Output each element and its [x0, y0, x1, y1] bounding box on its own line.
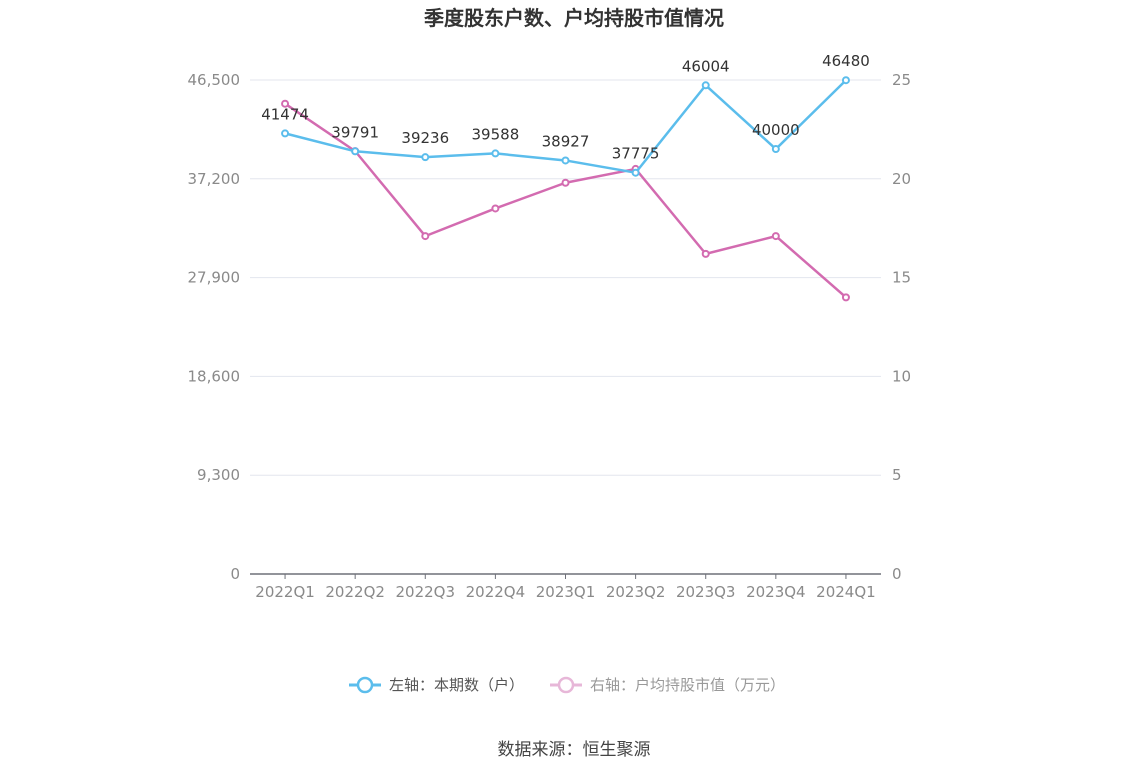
right-axis-ticks: 0 5 10 15 20 25 — [892, 71, 911, 583]
data-point — [421, 232, 430, 241]
data-label: 39236 — [401, 129, 449, 147]
data-point — [771, 145, 780, 154]
data-point — [281, 99, 290, 108]
left-tick-label: 0 — [230, 565, 240, 583]
data-point — [701, 81, 710, 90]
legend: 左轴：本期数（户） 右轴：户均持股市值（万元） — [349, 676, 785, 694]
data-source-note: 数据来源：恒生聚源 — [498, 740, 651, 760]
data-label: 39588 — [472, 125, 520, 143]
x-axis: 2022Q1 2022Q2 2022Q3 2022Q4 2023Q1 2023Q2 2023… — [250, 573, 881, 601]
data-point — [701, 249, 710, 258]
legend-swatch-marker — [557, 676, 575, 694]
left-tick-label: 37,200 — [188, 170, 241, 188]
right-tick-label: 20 — [892, 170, 911, 188]
legend-item-right-series[interactable]: 右轴：户均持股市值（万元） — [550, 676, 785, 694]
legend-item-left-series[interactable]: 左轴：本期数（户） — [349, 676, 524, 694]
left-tick-label: 9,300 — [197, 466, 240, 484]
data-label: 41474 — [261, 105, 309, 123]
right-tick-label: 0 — [892, 565, 902, 583]
data-point — [631, 168, 640, 177]
data-point — [771, 232, 780, 241]
data-point — [841, 293, 850, 302]
grid-lines — [250, 79, 881, 476]
legend-label-right-series: 右轴：户均持股市值（万元） — [590, 676, 785, 694]
data-label: 40000 — [752, 121, 800, 139]
data-point — [561, 156, 570, 165]
left-tick-label: 27,900 — [188, 269, 241, 287]
x-tick-label: 2023Q3 — [676, 583, 736, 601]
data-point — [841, 76, 850, 85]
data-label: 46004 — [682, 57, 730, 75]
data-point — [281, 129, 290, 138]
right-tick-label: 5 — [892, 466, 902, 484]
x-tick-label: 2022Q3 — [396, 583, 456, 601]
x-tick-label: 2024Q1 — [816, 583, 876, 601]
left-tick-label: 18,600 — [188, 367, 241, 385]
right-tick-label: 15 — [892, 269, 911, 287]
series-left — [281, 76, 850, 177]
data-point — [491, 204, 500, 213]
x-tick-label: 2023Q1 — [536, 583, 596, 601]
data-label: 37775 — [612, 145, 660, 163]
left-axis-ticks: 0 9,300 18,600 27,900 37,200 46,500 — [188, 71, 241, 583]
x-tick-label: 2023Q4 — [746, 583, 806, 601]
data-point — [421, 153, 430, 162]
data-label: 46480 — [822, 52, 870, 70]
x-tick-label: 2022Q2 — [325, 583, 385, 601]
legend-swatch-marker — [356, 676, 374, 694]
data-label: 39791 — [331, 123, 379, 141]
right-tick-label: 25 — [892, 71, 911, 89]
series-layer: 41474 39791 39236 39588 38927 37775 46004 40000… — [261, 52, 870, 302]
legend-label-left-series: 左轴：本期数（户） — [389, 676, 524, 694]
x-tick-label: 2022Q1 — [255, 583, 315, 601]
right-tick-label: 10 — [892, 367, 911, 385]
x-tick-label: 2022Q4 — [466, 583, 526, 601]
chart-title: 季度股东户数、户均持股市值情况 — [423, 6, 724, 30]
data-labels: 41474 39791 39236 39588 38927 37775 46004 40000… — [261, 52, 870, 162]
left-tick-label: 46,500 — [188, 71, 241, 89]
data-point — [561, 178, 570, 187]
data-point — [351, 147, 360, 156]
data-label: 38927 — [542, 132, 590, 150]
series-right — [281, 99, 850, 302]
x-tick-label: 2023Q2 — [606, 583, 666, 601]
data-point — [491, 149, 500, 158]
